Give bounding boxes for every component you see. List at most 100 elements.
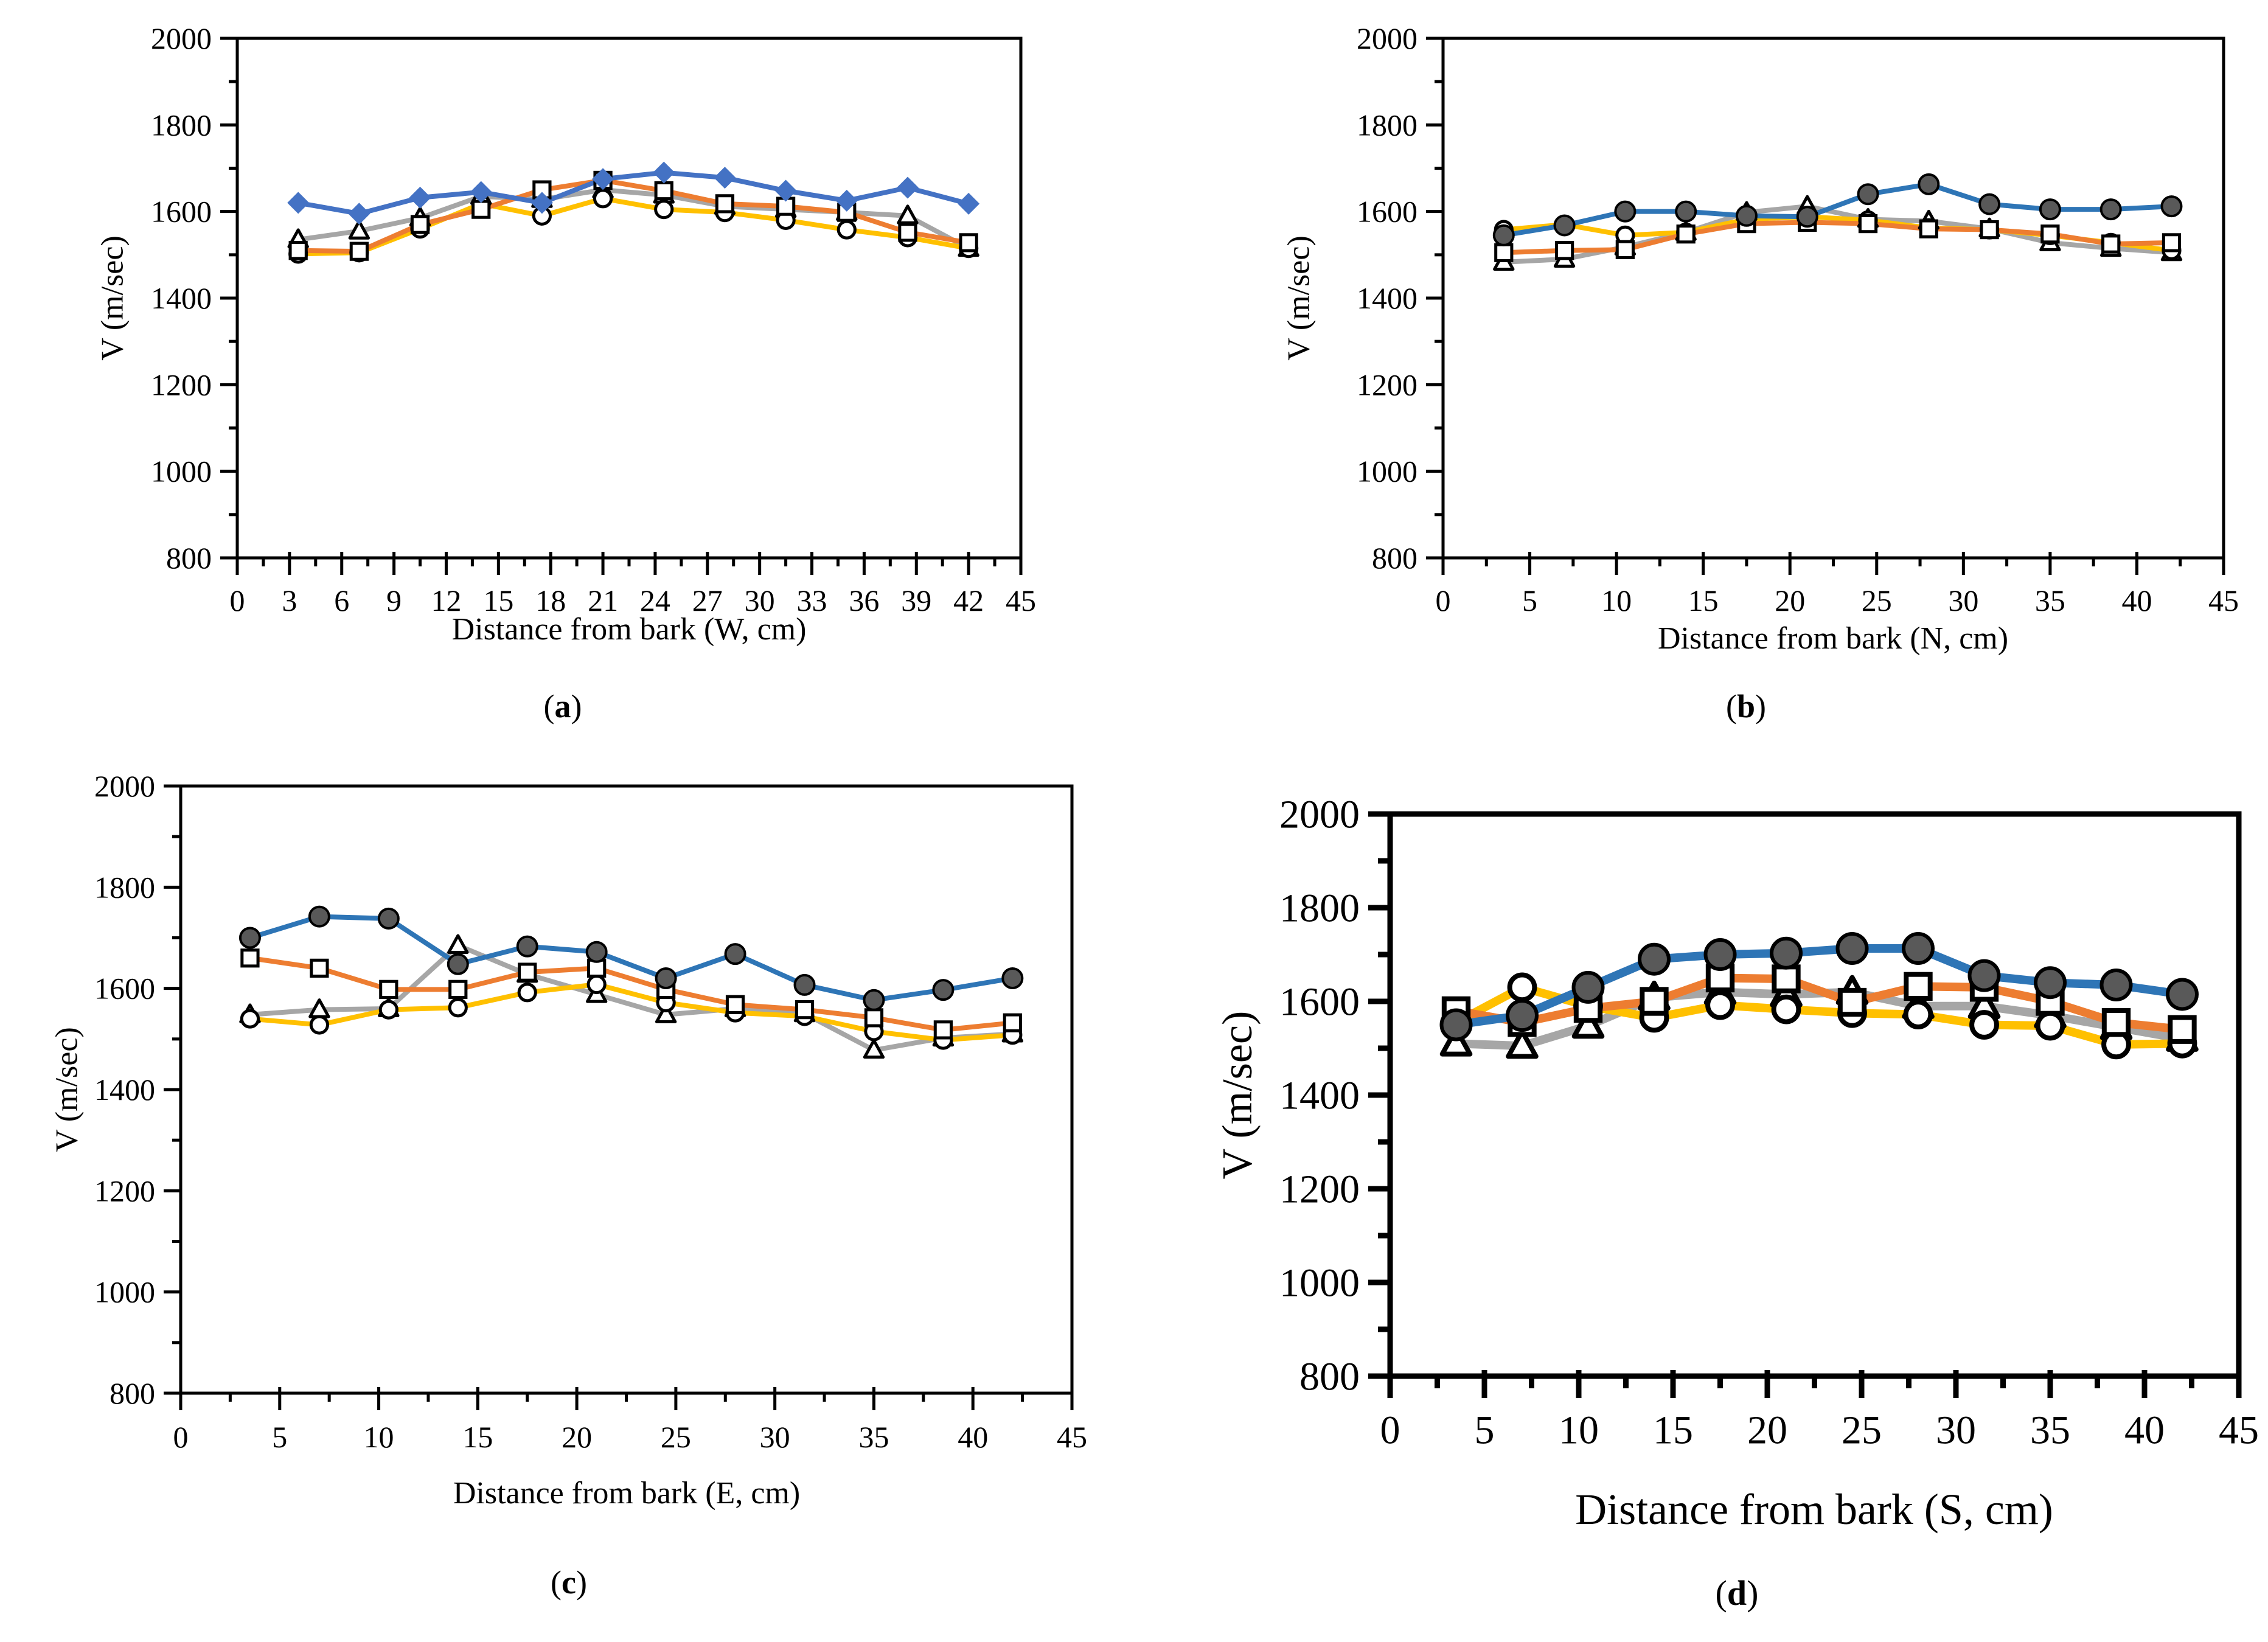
chart-b-plot-border — [1441, 37, 2225, 560]
dark-circle-marker — [1835, 931, 1869, 965]
x-tick-label: 39 — [901, 583, 931, 617]
chart-a-series-gray-open-triangle-line — [296, 187, 972, 251]
diamond-marker — [348, 203, 370, 225]
chart-c-series-blue-dark-circle-markers — [238, 905, 1024, 1011]
chart-d: 800 1000 1200 1400 1600 1800 2000 0 5 10 15 20 25 30 3… — [1279, 792, 2259, 1452]
chart-c-series-gray-open-triangle-line — [247, 942, 1015, 1053]
x-tick-label: 45 — [1006, 583, 1036, 617]
chart-a-ylabel: V (m/sec) — [95, 235, 130, 361]
chart-a-caption-close: ) — [571, 688, 582, 725]
dark-circle-marker — [2099, 198, 2122, 221]
x-tick-label: 5 — [1522, 583, 1537, 617]
open-square-marker — [349, 242, 369, 261]
chart-b-caption: (b) — [1726, 687, 1766, 725]
y-tick-label: 800 — [166, 541, 212, 575]
x-tick-label: 20 — [562, 1420, 592, 1454]
x-tick-label: 15 — [462, 1420, 493, 1454]
chart-a-series-orange-open-square-line — [296, 178, 972, 254]
x-tick-label: 30 — [760, 1420, 790, 1454]
y-tick-label: 1600 — [1279, 979, 1360, 1024]
dark-circle-marker — [932, 979, 955, 1001]
dark-circle-marker — [1614, 200, 1637, 223]
open-square-marker — [2101, 1007, 2131, 1037]
x-tick-label: 20 — [1775, 583, 1805, 617]
dark-circle-marker — [238, 927, 261, 949]
open-square-marker — [410, 215, 430, 234]
x-tick-label: 15 — [1653, 1408, 1693, 1452]
x-tick-label: 30 — [1936, 1408, 1976, 1452]
dark-circle-marker — [2166, 978, 2199, 1011]
chart-a-x-axis: 0 3 6 9 12 15 18 21 24 27 30 33 36 39 42 45 — [230, 552, 1036, 617]
open-triangle-marker — [655, 1003, 677, 1023]
dark-circle-marker — [1571, 970, 1605, 1004]
x-tick-label: 25 — [661, 1420, 691, 1454]
chart-c-plot-border — [179, 784, 1074, 1395]
dark-circle-marker — [1967, 959, 2001, 992]
dark-circle-marker — [447, 953, 469, 975]
dark-circle-marker — [1857, 183, 1879, 206]
x-tick-label: 20 — [1747, 1408, 1787, 1452]
y-tick-label: 1000 — [151, 454, 212, 489]
open-square-marker — [2040, 224, 2060, 244]
open-circle-marker — [1903, 1000, 1933, 1029]
open-triangle-marker — [1439, 1026, 1473, 1057]
open-square-marker — [1858, 214, 1878, 234]
x-tick-label: 40 — [2124, 1408, 2165, 1452]
chart-a-caption-letter: a — [554, 688, 571, 725]
open-circle-marker — [378, 1000, 398, 1020]
chart-c-series-orange-open-square-line — [247, 955, 1015, 1032]
y-tick-label: 2000 — [1357, 21, 1418, 55]
chart-d-xlabel: Distance from bark (S, cm) — [1575, 1485, 2053, 1534]
x-tick-label: 5 — [272, 1420, 287, 1454]
open-square-marker — [725, 995, 745, 1014]
x-tick-label: 18 — [535, 583, 566, 617]
open-triangle-marker — [863, 1038, 885, 1059]
open-square-marker — [933, 1020, 953, 1040]
chart-c-series-blue-dark-circle-line — [247, 914, 1015, 1003]
x-tick-label: 30 — [745, 583, 775, 617]
chart-d-y-axis: 800 1000 1200 1400 1600 1800 2000 — [1279, 792, 1390, 1399]
x-tick-label: 40 — [2121, 583, 2152, 617]
x-tick-label: 6 — [334, 583, 349, 617]
x-tick-label: 35 — [2035, 583, 2065, 617]
diamond-marker — [409, 186, 431, 209]
chart-c-xlabel: Distance from bark (E, cm) — [453, 1476, 801, 1511]
x-tick-label: 24 — [640, 583, 670, 617]
chart-d-plot-border — [1387, 811, 2242, 1379]
chart-c-caption: (c) — [551, 1564, 587, 1601]
open-square-marker — [2162, 233, 2182, 252]
chart-b-series-orange-open-square-line — [1501, 220, 2174, 256]
chart-b: 800 1000 1200 1400 1600 1800 2000 0 5 10 15 20 25 30 3… — [1357, 21, 2239, 617]
open-square-marker — [715, 194, 735, 214]
x-tick-label: 10 — [364, 1420, 394, 1454]
y-tick-label: 1200 — [1357, 367, 1418, 402]
diamond-marker — [958, 192, 980, 215]
open-square-marker — [1554, 241, 1574, 260]
dark-circle-marker — [1978, 193, 2001, 215]
open-circle-marker — [837, 220, 857, 240]
open-square-marker — [1837, 987, 1867, 1017]
open-circle-marker — [1969, 1010, 1999, 1040]
x-tick-label: 10 — [1559, 1408, 1599, 1452]
y-tick-label: 1600 — [94, 972, 155, 1006]
x-tick-label: 27 — [692, 583, 723, 617]
chart-d-caption-letter: d — [1727, 1573, 1747, 1613]
dark-circle-marker — [2034, 966, 2067, 1000]
chart-c-series-yellow-open-circle-line — [247, 982, 1015, 1043]
chart-b-series-blue-dark-circle-markers — [1492, 173, 2183, 246]
open-square-marker — [1772, 964, 1801, 993]
y-tick-label: 1400 — [1279, 1073, 1360, 1118]
open-square-marker — [471, 200, 491, 219]
dark-circle-marker — [1439, 1008, 1473, 1042]
y-tick-label: 2000 — [94, 769, 155, 803]
open-circle-marker — [448, 998, 468, 1018]
chart-b-ylabel: V (m/sec) — [1281, 235, 1317, 361]
y-tick-label: 1800 — [151, 108, 212, 142]
x-tick-label: 45 — [2208, 583, 2239, 617]
open-square-marker — [1494, 243, 1514, 262]
diamond-marker — [470, 181, 492, 203]
open-triangle-marker — [348, 220, 370, 240]
x-tick-label: 40 — [958, 1420, 988, 1454]
